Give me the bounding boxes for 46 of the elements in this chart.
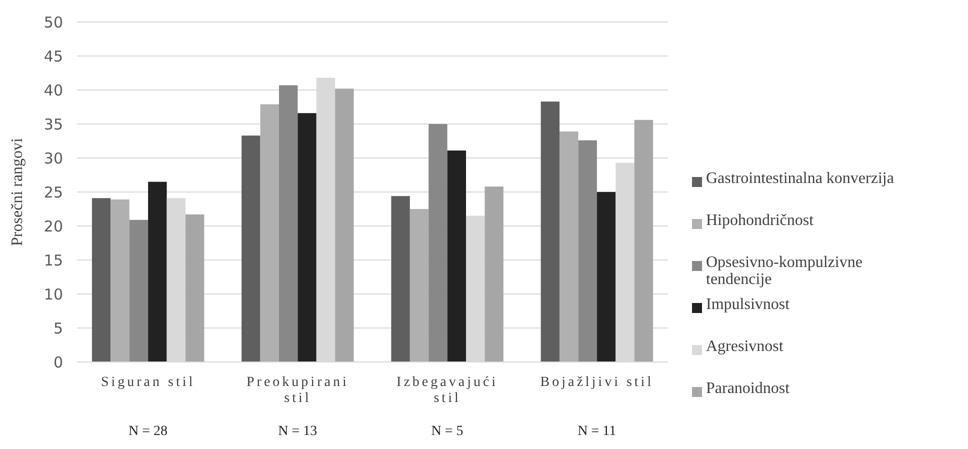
x-tick-label: Izbegavajući stil: [396, 375, 498, 406]
bar: [484, 186, 504, 362]
x-tick-label: Bojažljivi stil: [540, 375, 654, 390]
text: N = 13: [278, 424, 318, 439]
legend-label: Gastrointestinalna konverzija: [706, 170, 894, 187]
bar: [540, 102, 560, 362]
bar: [578, 140, 597, 362]
bar: [298, 113, 316, 362]
bar: [335, 88, 354, 362]
legend-label: Paranoidnost: [706, 380, 790, 397]
x-tick-label: Preokupirani stil: [246, 375, 349, 406]
y-tick-label: 40: [44, 81, 63, 100]
bar: [260, 104, 279, 362]
y-axis-title: Prosečni rangovi: [9, 137, 26, 246]
y-tick-label: 50: [44, 13, 63, 32]
legend-label: Agresivnost: [706, 338, 784, 355]
y-tick-label: 35: [44, 115, 63, 134]
y-tick-label: 45: [44, 47, 63, 66]
text: N = 5: [431, 424, 464, 439]
y-tick-label: 5: [53, 319, 63, 338]
y-tick-label: 0: [53, 353, 63, 372]
text: N = 28: [128, 424, 168, 439]
bar: [185, 214, 204, 362]
legend-label: Hipohondričnost: [706, 212, 814, 229]
bar: [92, 198, 111, 362]
bar: [634, 120, 654, 362]
y-tick-label: 10: [44, 285, 63, 304]
bar: [447, 150, 466, 362]
bar: [596, 192, 616, 362]
bar: [428, 124, 448, 362]
bar: [110, 199, 130, 362]
bar: [278, 85, 298, 362]
legend-label: Impulsivnost: [706, 296, 790, 313]
bar: [148, 182, 167, 362]
bar: [410, 209, 429, 362]
y-tick-label: 20: [44, 217, 63, 236]
text: N = 11: [578, 424, 616, 439]
legend-label: Opsesivno-kompulzivne tendencije: [706, 254, 862, 288]
x-tick-label: Siguran stil: [100, 375, 196, 390]
bar: [560, 131, 578, 362]
y-tick-label: 15: [44, 251, 63, 270]
y-tick-label: 30: [44, 149, 63, 168]
bar: [242, 136, 260, 362]
y-tick-label: 25: [44, 183, 63, 202]
bar: [129, 220, 148, 362]
bar: [391, 196, 410, 362]
